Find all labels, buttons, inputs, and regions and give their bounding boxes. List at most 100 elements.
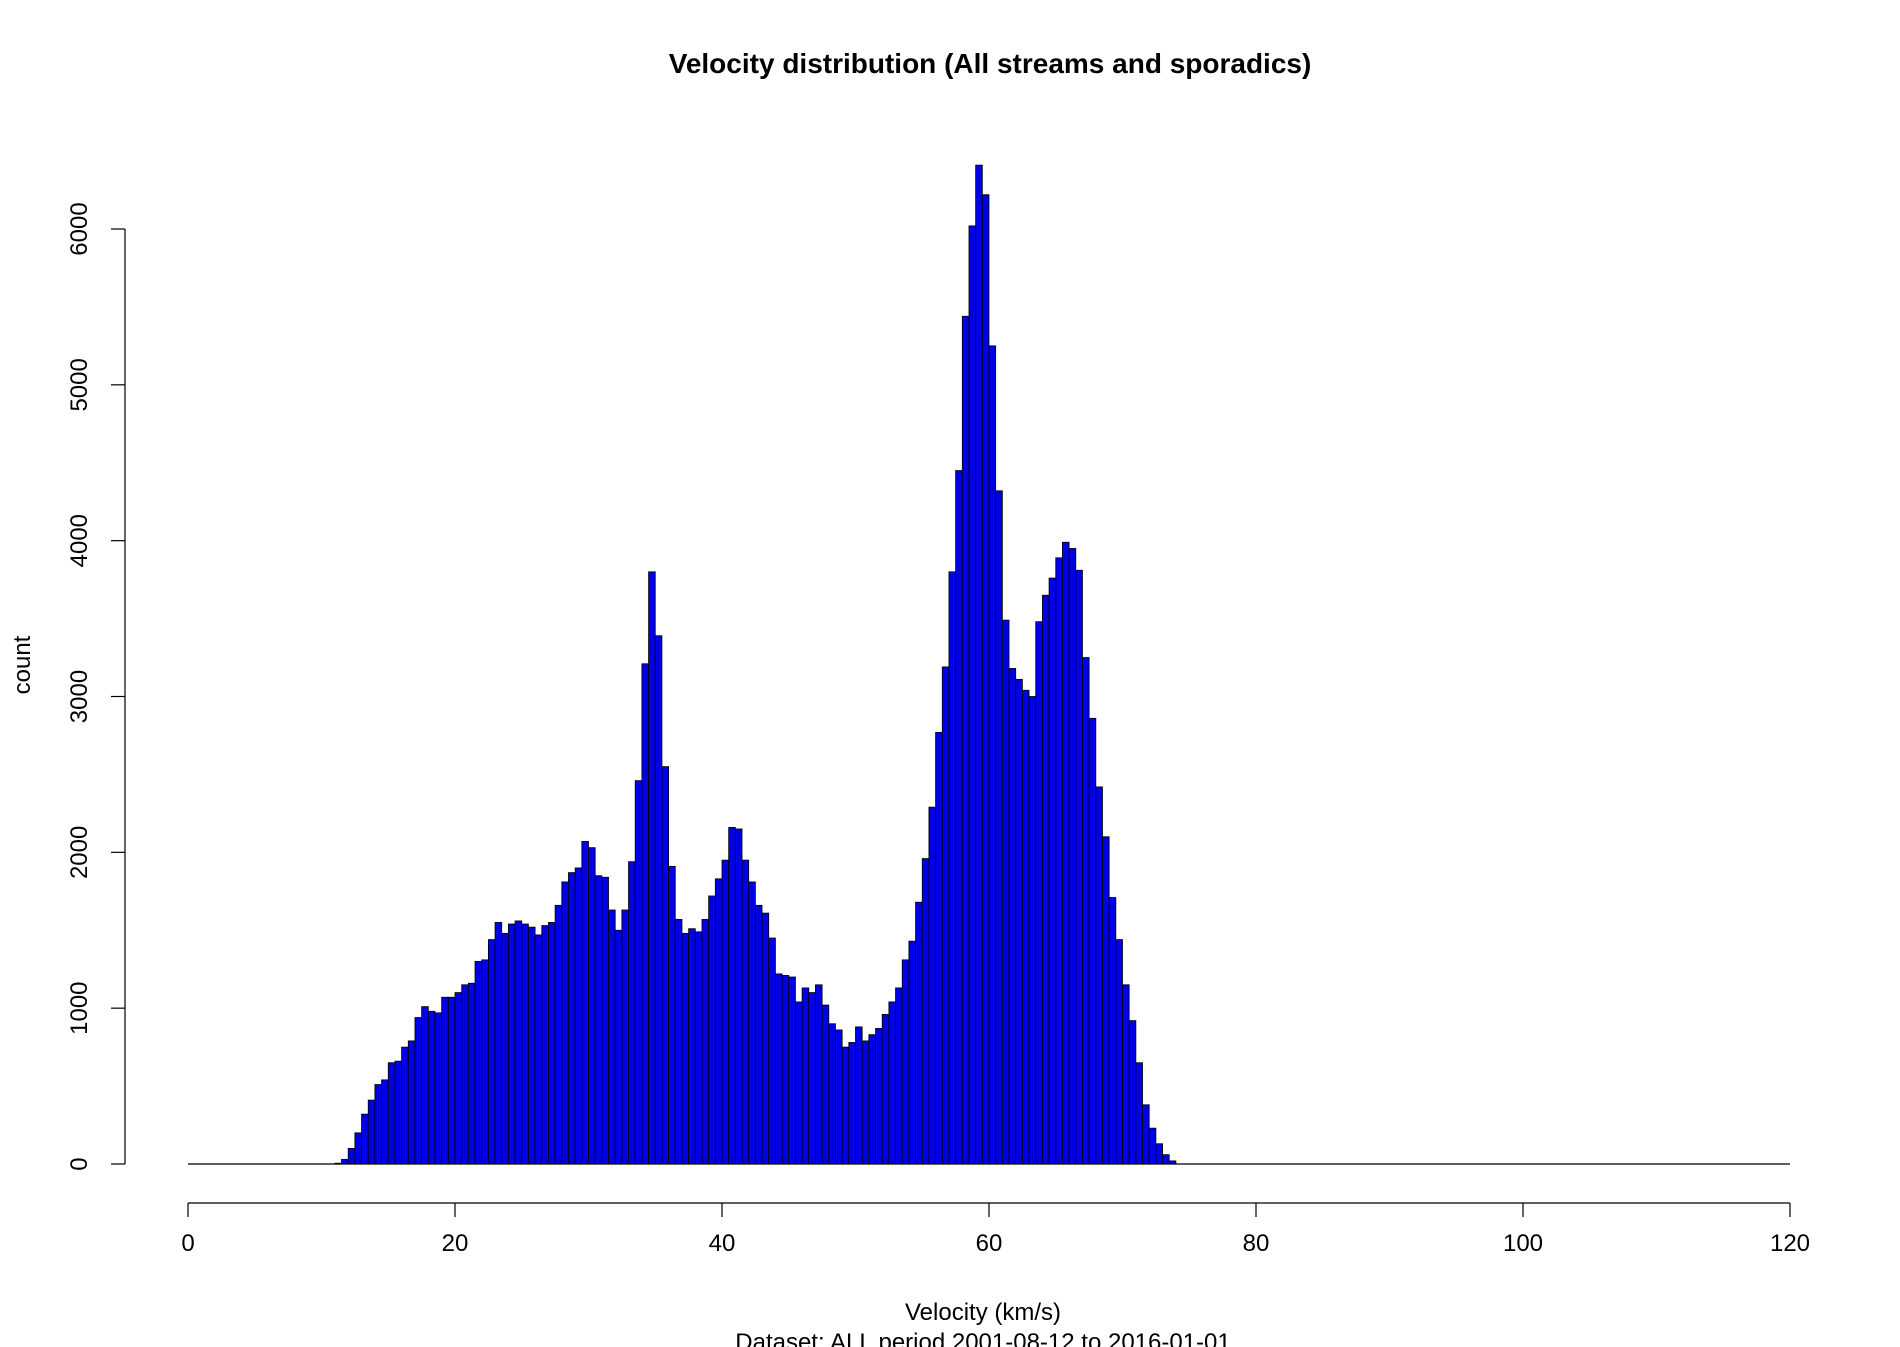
y-tick-label: 5000 xyxy=(66,358,93,411)
histogram-bar xyxy=(1148,1127,1157,1165)
histogram-bar xyxy=(1082,657,1090,1165)
histogram-bar xyxy=(414,1017,423,1165)
histogram-bar xyxy=(828,1023,836,1165)
histogram-bar xyxy=(614,929,623,1165)
histogram-bar xyxy=(521,923,529,1165)
histogram-bar xyxy=(801,987,810,1165)
histogram-bar xyxy=(381,1079,389,1165)
histogram-bar xyxy=(668,865,676,1165)
histogram-bar xyxy=(1075,569,1083,1165)
histogram-bar xyxy=(795,1001,803,1165)
histogram-bar xyxy=(541,925,549,1165)
histogram-bar xyxy=(941,666,950,1165)
bars-group xyxy=(334,164,1177,1165)
histogram-bar xyxy=(721,859,730,1165)
histogram-bar xyxy=(628,861,636,1165)
y-axis-label: count xyxy=(9,635,36,694)
histogram-bar xyxy=(875,1028,883,1165)
histogram-bar xyxy=(347,1148,356,1165)
y-tick-label: 0 xyxy=(66,1157,93,1170)
histogram-bar xyxy=(1008,668,1017,1165)
histogram-bar xyxy=(908,940,916,1165)
x-tick-label: 100 xyxy=(1503,1230,1543,1257)
histogram-bar xyxy=(968,225,977,1165)
histogram-bar xyxy=(514,920,523,1165)
histogram-bar xyxy=(568,872,576,1165)
chart-title: Velocity distribution (All streams and s… xyxy=(669,48,1312,79)
histogram-bar xyxy=(387,1062,396,1165)
y-tick-label: 1000 xyxy=(66,981,93,1034)
histogram-bar xyxy=(768,937,776,1165)
histogram-bar xyxy=(928,806,936,1165)
histogram-bar xyxy=(534,934,543,1165)
histogram-bar xyxy=(674,918,683,1165)
histogram-bar xyxy=(574,867,583,1165)
histogram-bar xyxy=(961,315,970,1165)
histogram-bar xyxy=(955,470,963,1165)
histogram-bar xyxy=(354,1132,362,1165)
histogram-bar xyxy=(748,881,756,1165)
histogram-bar xyxy=(481,959,489,1165)
histogram-bar xyxy=(761,912,770,1165)
histogram-bar xyxy=(548,922,556,1165)
histogram-bar xyxy=(1035,621,1043,1165)
x-tick-label: 80 xyxy=(1243,1230,1270,1257)
histogram-bar xyxy=(494,922,503,1165)
histogram-bar xyxy=(634,780,643,1165)
histogram-bar xyxy=(1142,1104,1150,1165)
histogram-bar xyxy=(441,996,449,1165)
histogram-bar xyxy=(808,992,816,1165)
histogram-bar xyxy=(1021,689,1030,1165)
histogram-bar xyxy=(588,847,596,1165)
histogram-bar xyxy=(861,1040,870,1165)
histogram-bar xyxy=(1122,984,1130,1165)
histogram-bar xyxy=(714,878,723,1165)
histogram-bar xyxy=(501,932,509,1165)
histogram-bar xyxy=(467,982,476,1165)
x-tick-label: 120 xyxy=(1770,1230,1810,1257)
histogram-bar xyxy=(461,984,469,1165)
histogram-bar xyxy=(454,992,463,1165)
histogram-bar xyxy=(781,975,790,1165)
histogram-bar xyxy=(374,1084,382,1165)
y-tick-label: 6000 xyxy=(66,202,93,255)
histogram-bar xyxy=(507,923,516,1165)
histogram-bar xyxy=(841,1046,850,1165)
x-axis-label: Velocity (km/s) xyxy=(905,1299,1061,1326)
histogram-bar xyxy=(835,1029,843,1165)
histogram-bar xyxy=(975,164,983,1165)
histogram-bar xyxy=(1055,557,1063,1165)
histogram-bar xyxy=(734,828,743,1165)
histogram-bar xyxy=(648,571,656,1165)
histogram-bar xyxy=(561,881,569,1165)
histogram-bar xyxy=(741,859,750,1165)
y-tick-label: 2000 xyxy=(66,826,93,879)
histogram-bar xyxy=(1128,1020,1137,1165)
histogram-bar xyxy=(981,194,990,1165)
histogram-bar xyxy=(421,1006,429,1165)
histogram-bar xyxy=(394,1060,402,1165)
histogram-bar xyxy=(581,841,589,1165)
histogram-bar xyxy=(988,345,997,1165)
histogram-bar xyxy=(1042,594,1050,1165)
histogram-bar xyxy=(728,827,736,1165)
histogram-bar xyxy=(775,973,783,1165)
histogram-bar xyxy=(935,731,943,1165)
histogram-bar xyxy=(901,959,910,1165)
histogram-bar xyxy=(641,663,649,1165)
histogram-bar xyxy=(1088,717,1097,1165)
histogram-bar xyxy=(621,909,629,1165)
histogram-bar xyxy=(681,932,690,1165)
y-tick-label: 4000 xyxy=(66,514,93,567)
histogram-bar xyxy=(821,1004,830,1165)
histogram-bar xyxy=(601,876,609,1165)
histogram-bar xyxy=(701,918,710,1165)
histogram-bar xyxy=(855,1026,863,1165)
histogram-bar xyxy=(1015,678,1023,1165)
histogram-bar xyxy=(1028,696,1037,1165)
y-axis: 0 1000 2000 3000 4000 5000 6000 xyxy=(66,202,126,1171)
histogram-bar xyxy=(367,1099,376,1165)
histogram-bar xyxy=(848,1042,856,1165)
x-tick-label: 0 xyxy=(181,1230,194,1257)
histogram-bar xyxy=(754,904,763,1165)
